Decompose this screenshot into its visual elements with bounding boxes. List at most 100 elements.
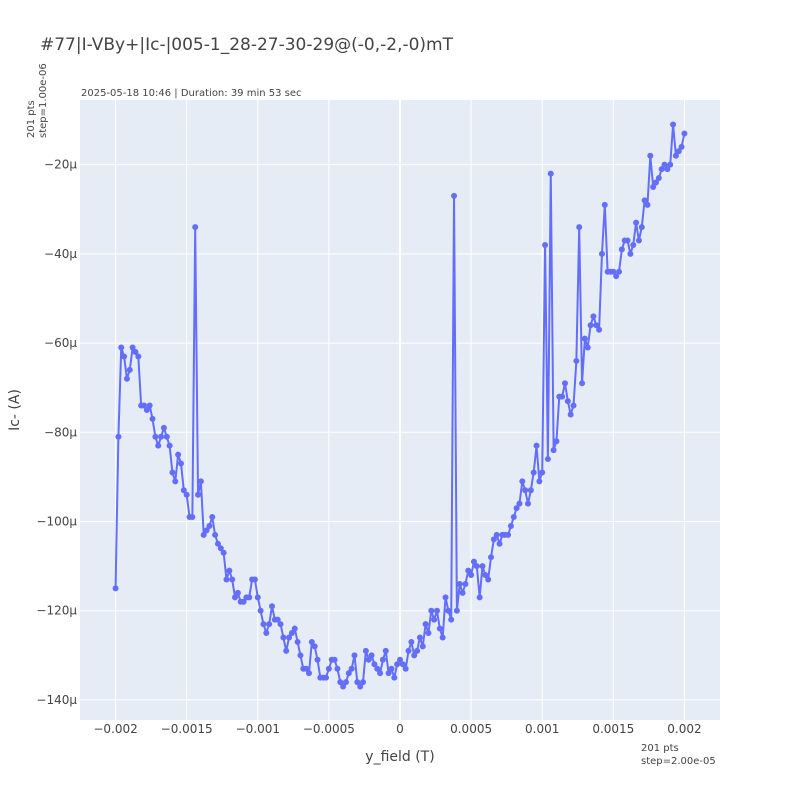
data-point — [573, 357, 580, 364]
data-point — [337, 679, 344, 686]
data-point — [234, 589, 241, 596]
data-point — [123, 375, 130, 382]
data-point — [314, 656, 321, 663]
data-point — [291, 625, 298, 632]
data-point — [277, 621, 284, 628]
data-point — [172, 478, 179, 485]
data-point — [581, 335, 588, 342]
y-points-note: 201 pts — [26, 100, 37, 138]
y-tick-label: −120μ — [36, 604, 77, 618]
data-point — [505, 531, 512, 538]
data-point — [132, 349, 139, 356]
data-point — [129, 344, 136, 351]
data-point — [143, 407, 150, 413]
data-point — [536, 478, 543, 485]
data-point — [533, 442, 540, 449]
data-point — [166, 442, 173, 449]
data-point — [613, 273, 620, 280]
y-tick-label: −140μ — [36, 693, 77, 707]
data-point — [177, 460, 184, 467]
x-tick-label: 0.002 — [667, 722, 701, 736]
y-tick-label: −100μ — [36, 515, 77, 529]
data-point — [283, 647, 290, 654]
data-point — [451, 192, 458, 199]
data-point — [118, 344, 125, 351]
data-point — [345, 670, 352, 677]
data-point — [323, 674, 330, 681]
data-point — [214, 540, 221, 547]
data-point — [226, 567, 233, 574]
x-tick-label: 0.001 — [525, 722, 559, 736]
data-point — [547, 170, 554, 177]
data-point — [442, 594, 449, 601]
data-point — [385, 670, 392, 677]
data-point — [195, 491, 202, 498]
data-point — [653, 179, 659, 186]
data-point — [550, 447, 557, 454]
data-point — [431, 616, 438, 623]
chart-subtitle: 2025-05-18 10:46 | Duration: 39 min 53 s… — [81, 88, 302, 99]
data-point — [340, 683, 347, 690]
data-point — [371, 661, 378, 668]
data-point — [425, 630, 432, 637]
data-point — [638, 224, 645, 231]
data-point — [522, 487, 529, 494]
data-point — [399, 661, 406, 668]
data-point — [152, 433, 159, 440]
data-point — [576, 224, 583, 231]
data-point — [678, 143, 685, 150]
data-point — [485, 576, 492, 583]
data-point — [305, 670, 312, 677]
data-point — [667, 161, 674, 168]
data-point — [433, 607, 440, 614]
data-point — [633, 219, 640, 226]
data-point — [482, 572, 489, 579]
data-point — [169, 469, 176, 476]
data-point — [456, 580, 463, 587]
data-point — [397, 656, 403, 663]
data-point — [647, 152, 654, 159]
data-point — [354, 679, 361, 686]
data-point — [493, 531, 500, 538]
data-point — [368, 652, 375, 659]
data-point — [519, 478, 526, 485]
data-point — [616, 268, 623, 275]
data-point — [670, 121, 677, 128]
data-point — [672, 152, 679, 159]
data-point — [598, 250, 605, 257]
x-tick-label: 0 — [396, 722, 404, 736]
data-point — [644, 201, 651, 208]
data-point — [610, 268, 617, 275]
data-point — [553, 438, 560, 445]
data-point — [436, 625, 443, 632]
data-point — [362, 647, 369, 654]
data-point — [618, 246, 625, 253]
data-point — [408, 638, 415, 645]
chart-title: #77|I-VBy+|Ic-|005-1_28-27-30-29@(-0,-2,… — [40, 35, 454, 55]
data-point — [163, 433, 170, 440]
data-point — [488, 554, 495, 561]
data-point — [402, 665, 409, 672]
data-point — [112, 585, 119, 592]
data-point — [263, 630, 270, 637]
data-point — [422, 621, 429, 628]
data-point — [288, 630, 295, 637]
data-point — [490, 536, 497, 543]
data-point — [260, 621, 267, 628]
data-point — [382, 647, 389, 654]
y-axis-ticks: −140μ −120μ −100μ −80μ −60μ −40μ −20μ — [36, 158, 77, 707]
data-point — [280, 634, 287, 641]
data-point — [266, 621, 273, 628]
x-tick-label: −0.0015 — [161, 722, 213, 736]
data-point — [379, 656, 386, 663]
data-point — [587, 322, 594, 329]
data-point — [414, 647, 421, 654]
data-point — [579, 380, 586, 387]
data-point — [596, 326, 603, 333]
data-point — [351, 652, 358, 659]
data-point — [189, 514, 196, 521]
data-point — [377, 670, 384, 677]
data-point — [365, 656, 372, 663]
data-point — [428, 607, 435, 614]
data-point — [416, 634, 423, 641]
